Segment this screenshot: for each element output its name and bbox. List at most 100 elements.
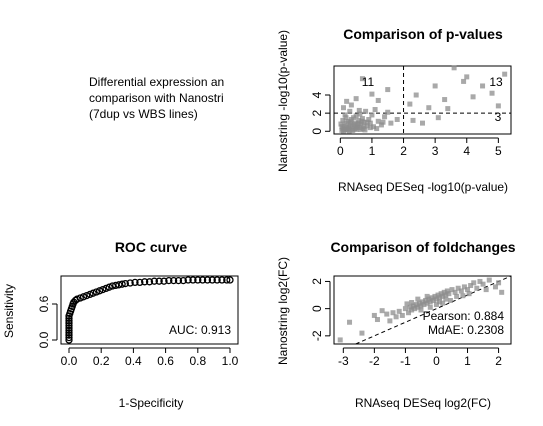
pvalues-point (369, 91, 375, 97)
fc-point (390, 310, 396, 316)
pvalues-point (357, 111, 363, 117)
fc-point (454, 293, 460, 299)
pvalues-point (343, 115, 349, 121)
pvalues-point (489, 90, 495, 96)
pvalues-point (382, 114, 388, 120)
roc-point (65, 329, 73, 337)
pvalues-point (348, 119, 354, 125)
roc-point (95, 287, 104, 295)
pvalues-y-tick-label: 4 (310, 91, 324, 98)
pvalues-point (341, 126, 347, 132)
fc-point (384, 311, 390, 317)
roc-y-tick-label: 0.6 (37, 295, 51, 312)
roc-title: ROC curve (115, 239, 188, 255)
pvalues-x-tick-label: 4 (463, 144, 470, 158)
roc-x-tick-label: 0.4 (125, 354, 142, 368)
fc-point (427, 304, 433, 310)
roc-point (79, 293, 88, 301)
pvalues-point (371, 124, 377, 130)
roc-ylabel: Sensitivity (2, 284, 16, 338)
roc-x-axis: 0.0 0.2 0.4 0.6 0.8 1.0 (61, 347, 239, 368)
fc-point (387, 318, 393, 324)
roc-point (150, 277, 158, 285)
fc-point (406, 310, 412, 316)
fc-point (440, 300, 446, 306)
roc-point (194, 276, 202, 284)
fc-point (492, 284, 498, 290)
fc-point (474, 285, 480, 291)
figure-caption: Differential expression an comparison wi… (89, 74, 244, 122)
roc-point (203, 276, 212, 284)
fc-plot-frame (333, 275, 512, 345)
pvalues-x-tick-label: 5 (495, 144, 502, 158)
fc-x-tick-label: 2 (495, 354, 502, 368)
fc-point (399, 312, 405, 318)
pvalues-point (367, 125, 373, 131)
pvalues-point (348, 102, 354, 108)
fc-xlabel: RNAseq DESeq log2(FC) (355, 396, 491, 410)
fc-point (483, 287, 489, 293)
fc-points (337, 277, 505, 343)
fc-ylabel: Nanostring log2(FC) (276, 257, 290, 365)
fc-point (444, 288, 450, 294)
fc-point (437, 299, 443, 305)
fc-x-axis: -3 -2 -1 0 1 2 (338, 347, 502, 368)
pvalues-point (362, 127, 368, 133)
pvalues-point (435, 115, 441, 121)
roc-x-tick-label: 0.2 (93, 354, 110, 368)
fc-point (424, 300, 430, 306)
pvalues-point (445, 106, 451, 112)
pvalues-plot-frame (333, 65, 512, 135)
pvalues-x-tick-label: 2 (400, 144, 407, 158)
roc-plot-frame (60, 275, 239, 345)
roc-point (136, 278, 144, 287)
fc-y-tick-label: 0 (310, 305, 324, 312)
pvalues-point (470, 94, 476, 100)
roc-point (145, 278, 154, 286)
pvalues-point (352, 121, 358, 127)
roc-point (118, 280, 126, 288)
fc-x-tick-label: -2 (369, 354, 380, 368)
fc-point (418, 303, 424, 309)
roc-point (73, 295, 81, 303)
roc-point (65, 314, 73, 323)
fc-point (461, 284, 467, 290)
roc-x-tick-label: 0.0 (61, 354, 78, 368)
roc-point (169, 276, 178, 285)
pvalues-point (340, 117, 346, 123)
fc-point (430, 297, 436, 303)
fc-point (412, 306, 418, 312)
pvalues-point (480, 83, 486, 89)
pvalues-count-bottom-right: 3 (495, 110, 502, 124)
roc-auc-label: AUC: 0.913 (169, 323, 231, 337)
pvalues-point (495, 103, 501, 109)
pvalues-point (345, 125, 351, 131)
fc-point (465, 287, 471, 293)
pvalues-point (461, 78, 467, 84)
pvalues-point (502, 71, 508, 77)
fc-point (420, 299, 425, 305)
pvalues-count-top-left: 11 (362, 75, 375, 89)
roc-point (165, 276, 173, 285)
pvalues-ylabel: Nanostring -log10(p-value) (276, 30, 290, 172)
pvalues-point (374, 126, 380, 132)
fc-point (471, 280, 477, 286)
pvalues-point (359, 116, 365, 122)
fc-point (458, 288, 464, 294)
fc-point (374, 317, 380, 323)
fc-point (416, 300, 422, 306)
fc-mdae-label: MdAE: 0.2308 (428, 323, 504, 337)
roc-point (208, 276, 216, 284)
pvalues-point (372, 107, 378, 113)
pvalues-point (359, 76, 365, 82)
pvalues-point (413, 92, 419, 98)
fc-point (480, 281, 486, 287)
fc-point (407, 304, 413, 310)
fc-point (432, 293, 438, 299)
roc-point (189, 276, 197, 284)
roc-point (65, 326, 73, 335)
roc-point (160, 277, 168, 285)
roc-point (131, 278, 139, 287)
pvalues-point (356, 120, 362, 126)
